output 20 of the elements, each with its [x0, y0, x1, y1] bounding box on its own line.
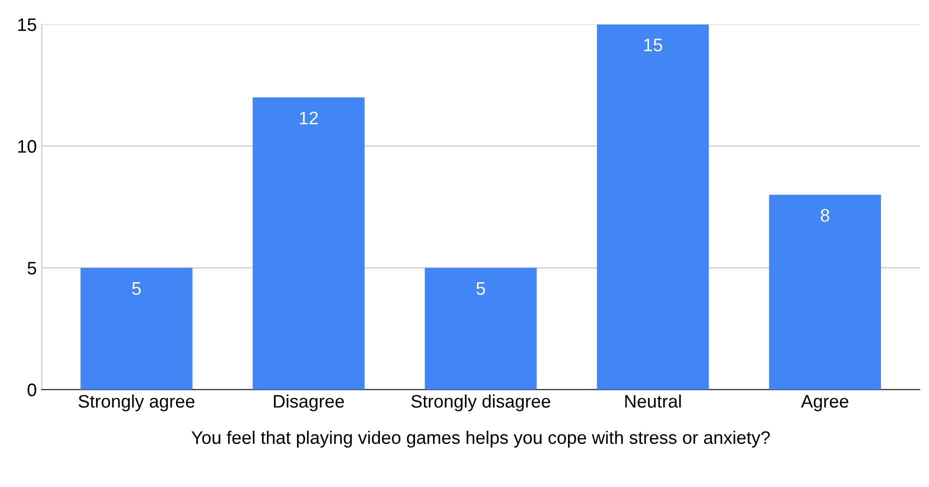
data-label: 5 — [476, 282, 486, 295]
data-label: 5 — [132, 282, 141, 295]
x-tick-label: Disagree — [274, 394, 344, 412]
data-label: 15 — [644, 38, 662, 52]
bar — [769, 194, 881, 390]
data-label: 12 — [300, 112, 318, 124]
bar — [80, 268, 192, 390]
x-tick-label: Agree — [800, 395, 848, 412]
bar — [424, 268, 537, 390]
bar — [596, 24, 709, 390]
y-tick-label: 10 — [18, 140, 36, 153]
data-label: 8 — [820, 209, 830, 222]
y-tick-label: 15 — [18, 18, 36, 32]
x-tick-label: Strongly agree — [78, 394, 194, 412]
x-tick-label: Strongly disagree — [411, 394, 550, 412]
y-tick-label: 5 — [28, 262, 36, 275]
x-axis-title: You feel that playing video games helps you cope with stress or anxiety? — [191, 430, 770, 448]
y-tick-label: 0 — [28, 384, 36, 396]
bar — [252, 97, 365, 390]
x-tick-label: Neutral — [625, 394, 681, 408]
